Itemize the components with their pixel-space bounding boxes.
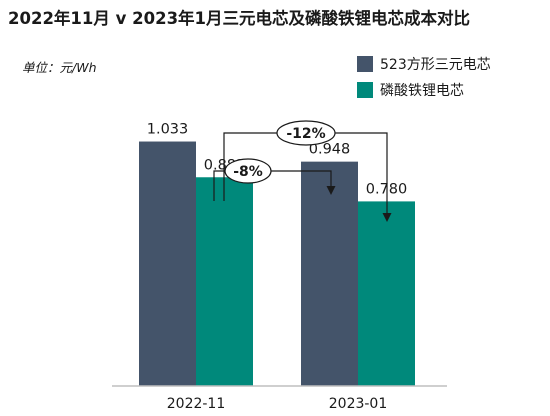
bars-layer xyxy=(139,141,415,386)
bar-series-2-2023-01 xyxy=(358,201,415,386)
legend-label-series-1: 523方形三元电芯 xyxy=(380,57,491,73)
change-callouts: -8% -12% xyxy=(213,120,392,222)
data-label-series-1-2023-01: 0.948 xyxy=(309,142,351,158)
bar-series-2-2022-11 xyxy=(196,177,253,386)
callout-label-lfp: -8% xyxy=(233,164,263,180)
data-label-series-1-2022-11: 1.033 xyxy=(147,122,189,138)
bar-series-1-2022-11 xyxy=(139,141,196,386)
callout-label-ncm: -12% xyxy=(286,126,325,142)
bar-series-1-2023-01 xyxy=(301,161,358,386)
x-tick-label-2022-11: 2022-11 xyxy=(167,396,226,412)
unit-label: 单位：元/Wh xyxy=(22,60,97,75)
callout-bubble-lfp xyxy=(224,158,272,184)
chart-title: 2022年11月 v 2023年1月三元电芯及磷酸铁锂电芯成本对比 xyxy=(8,8,470,28)
legend: 523方形三元电芯 磷酸铁锂电芯 xyxy=(357,56,491,99)
callout-bracket-lfp xyxy=(213,170,336,201)
x-tick-label-2023-01: 2023-01 xyxy=(329,396,388,412)
callout-bubble-ncm xyxy=(276,120,336,146)
legend-swatch-series-1 xyxy=(357,56,373,72)
legend-swatch-series-2 xyxy=(357,82,373,98)
x-tick-labels-layer: 2022-11 2023-01 xyxy=(167,396,388,412)
legend-label-series-2: 磷酸铁锂电芯 xyxy=(380,83,464,99)
